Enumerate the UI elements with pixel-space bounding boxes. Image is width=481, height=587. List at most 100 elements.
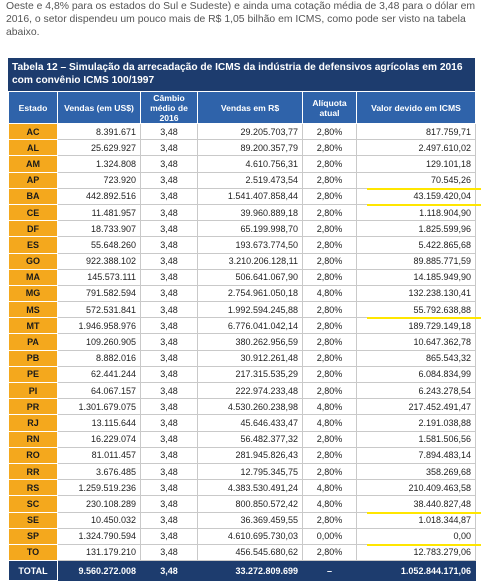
value-cell: 7.894.483,14 <box>356 446 476 464</box>
state-cell: TO <box>8 543 58 562</box>
value-cell: 4.610.695.730,03 <box>197 527 303 545</box>
value-cell: 2,80% <box>302 301 357 319</box>
value-cell: 281.945.826,43 <box>197 446 303 464</box>
value-cell: 29.205.703,77 <box>197 122 303 141</box>
value-cell: 2.754.961.050,18 <box>197 284 303 303</box>
table-title: Tabela 12 – Simulação da arrecadação de … <box>8 58 475 91</box>
value-cell: 2.497.610,02 <box>356 139 476 157</box>
value-cell: 3.676.485 <box>57 462 141 481</box>
value-cell: 64.067.157 <box>57 381 141 400</box>
value-cell: 30.912.261,48 <box>197 349 303 367</box>
value-cell: 2,80% <box>302 236 357 254</box>
state-cell: PA <box>8 333 58 351</box>
value-cell: 2,80% <box>302 430 357 448</box>
state-cell: SE <box>8 511 58 529</box>
value-cell: 2,80% <box>302 155 357 173</box>
state-cell: PB <box>8 349 58 367</box>
table-row: AM 1.324.808 3,48 4.610.756,31 2,80% 129.101,… <box>8 155 476 173</box>
state-cell: RS <box>8 479 58 497</box>
value-cell: 2,80% <box>302 365 357 384</box>
value-cell: 865.543,32 <box>356 349 476 367</box>
value-cell: 3,48 <box>140 155 198 173</box>
value-cell: 55.648.260 <box>57 236 141 254</box>
value-cell: 3,48 <box>140 236 198 254</box>
total-cell: 9.560.272.008 <box>57 560 141 582</box>
value-cell: 25.629.927 <box>57 139 141 157</box>
table-row: AP 723.920 3,48 2.519.473,54 2,80% 70.545,26 <box>8 171 481 191</box>
state-cell: PE <box>8 365 58 384</box>
value-cell: 10.450.032 <box>57 511 141 529</box>
table-row: PA 109.260.905 3,48 380.262.956,59 2,80% 10.6… <box>8 333 476 351</box>
data-table: Estado Vendas (em US$) Câmbio médio de 201… <box>8 91 481 582</box>
value-cell: 70.545,26 <box>356 171 481 191</box>
state-cell: RN <box>8 430 58 448</box>
table-body: AC 8.391.671 3,48 29.205.703,77 2,80% 817.759… <box>8 122 481 562</box>
total-cell: TOTAL <box>8 560 58 582</box>
value-cell: 11.481.957 <box>57 203 141 222</box>
value-cell: 1.324.790.594 <box>57 527 141 545</box>
value-cell: 3,48 <box>140 446 198 464</box>
table-row: CE 11.481.957 3,48 39.960.889,18 2,80% 1.118.… <box>8 203 476 222</box>
value-cell: 3,48 <box>140 543 198 562</box>
state-cell: RR <box>8 462 58 481</box>
value-cell: 2,80% <box>302 543 357 562</box>
total-cell: 1.052.844.171,06 <box>356 560 476 582</box>
value-cell: 18.733.907 <box>57 220 141 238</box>
table-row: DF 18.733.907 3,48 65.199.998,70 2,80% 1.825.… <box>8 220 476 238</box>
value-cell: 3,48 <box>140 317 198 335</box>
value-cell: 189.729.149,18 <box>356 317 476 335</box>
state-cell: BA <box>8 187 58 205</box>
value-cell: 2,80% <box>302 349 357 367</box>
value-cell: 2,80% <box>302 171 357 189</box>
value-cell: 89.200.357,79 <box>197 139 303 157</box>
column-header: Estado <box>8 91 58 124</box>
table-row: SC 230.108.289 3,48 800.850.572,42 4,80% 38.4… <box>8 495 481 515</box>
value-cell: 193.673.774,50 <box>197 236 303 254</box>
column-header: Vendas em R$ <box>197 91 303 124</box>
value-cell: 358.269,68 <box>356 462 476 481</box>
value-cell: 1.992.594.245,88 <box>197 301 303 319</box>
value-cell: 81.011.457 <box>57 446 141 464</box>
value-cell: 817.759,71 <box>356 122 476 141</box>
value-cell: 3,48 <box>140 414 198 432</box>
value-cell: 222.974.233,48 <box>197 381 303 400</box>
value-cell: 3,48 <box>140 220 198 238</box>
state-cell: MG <box>8 284 58 303</box>
state-cell: AM <box>8 155 58 173</box>
total-row: TOTAL 9.560.272.008 3,48 33.272.809.699–1.0… <box>8 560 476 582</box>
state-cell: PR <box>8 398 58 416</box>
value-cell: 39.960.889,18 <box>197 203 303 222</box>
column-header: Câmbio médio de 2016 <box>140 91 198 124</box>
header-row: Estado Vendas (em US$) Câmbio médio de 201… <box>8 91 476 124</box>
value-cell: 129.101,18 <box>356 155 476 173</box>
value-cell: 0,00% <box>302 527 357 545</box>
table-block: Tabela 12 – Simulação da arrecadação de … <box>8 58 481 582</box>
value-cell: 38.440.827,48 <box>356 495 481 515</box>
table-row: ES 55.648.260 3,48 193.673.774,50 2,80% 5.422… <box>8 236 476 254</box>
column-header: Vendas (em US$) <box>57 91 141 124</box>
value-cell: 145.573.111 <box>57 268 141 286</box>
value-cell: 131.179.210 <box>57 543 141 562</box>
value-cell: 800.850.572,42 <box>197 495 303 513</box>
state-cell: SC <box>8 495 58 513</box>
table-row: SE 10.450.032 3,48 36.369.459,55 2,80% 1.018.… <box>8 511 476 529</box>
value-cell: 4.530.260.238,98 <box>197 398 303 416</box>
value-cell: 12.783.279,06 <box>356 543 476 562</box>
total-cell: 33.272.809.699 <box>197 560 303 582</box>
value-cell: 2,80% <box>302 203 357 222</box>
table-row: RO 81.011.457 3,48 281.945.826,43 2,80% 7.894… <box>8 446 476 464</box>
value-cell: 89.885.771,59 <box>356 252 476 270</box>
value-cell: 3,48 <box>140 301 198 319</box>
value-cell: 2,80% <box>302 268 357 286</box>
value-cell: 2,80% <box>302 122 357 141</box>
value-cell: 3,48 <box>140 511 198 529</box>
value-cell: 2,80% <box>302 511 357 529</box>
table-row: AC 8.391.671 3,48 29.205.703,77 2,80% 817.759… <box>8 122 476 141</box>
value-cell: 3,48 <box>140 527 198 545</box>
value-cell: 3,48 <box>140 495 198 513</box>
value-cell: 791.582.594 <box>57 284 141 303</box>
value-cell: 6.776.041.042,14 <box>197 317 303 335</box>
value-cell: 55.792.638,88 <box>356 301 481 320</box>
value-cell: 3,48 <box>140 252 198 270</box>
value-cell: 230.108.289 <box>57 495 141 513</box>
